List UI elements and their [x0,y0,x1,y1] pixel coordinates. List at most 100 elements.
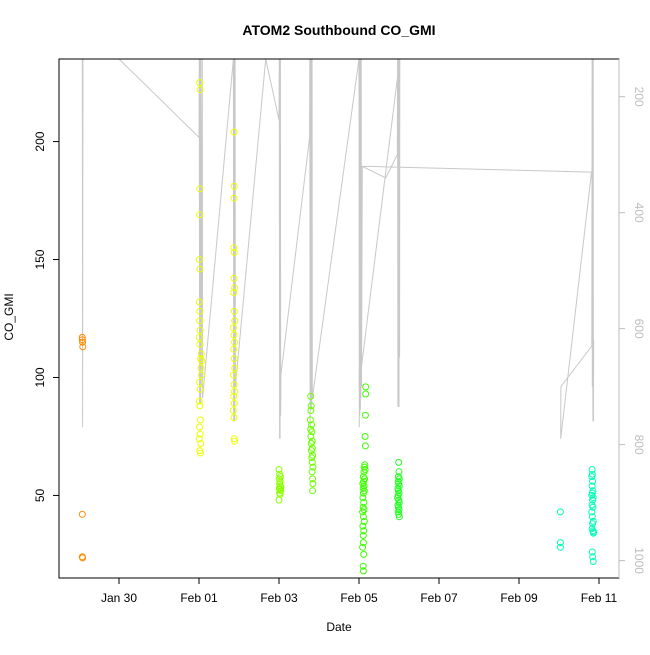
y2-tick-label: 400 [632,203,646,223]
y-tick-label: 100 [33,367,47,387]
data-point [78,510,86,518]
data-point [359,494,367,502]
x-axis-label: Date [326,620,352,634]
x-tick-label: Jan 30 [101,591,137,605]
data-point [308,454,316,462]
data-point [360,550,368,558]
data-point [359,562,367,570]
y2-axis: 200 400 600 800 1000 [618,59,646,578]
data-point [589,477,597,485]
data-point [231,437,239,445]
data-point [197,364,205,372]
data-point [196,86,204,94]
data-point [359,539,367,547]
data-point [588,513,596,521]
data-point [230,128,238,136]
data-point [196,79,204,87]
y-axis: 50 100 150 200 [33,131,59,502]
data-point [230,392,238,400]
x-tick-label: Feb 01 [180,591,218,605]
data-point [307,402,315,410]
data-point [230,435,238,443]
data-point [78,333,86,341]
data-point [229,371,237,379]
pressure-track [81,58,595,439]
data-point [360,527,368,535]
data-point [195,298,203,306]
data-point [196,317,204,325]
data-point [230,182,238,190]
data-point [230,289,238,296]
data-point [229,324,237,332]
data-point [275,466,283,473]
data-point [395,458,403,466]
data-point [196,402,204,410]
data-point [588,508,596,516]
data-point [230,414,238,422]
y-tick-label: 150 [33,249,47,269]
y2-tick-label: 800 [632,435,646,455]
y-tick-label: 50 [33,488,47,502]
data-point [556,543,564,551]
data-point [230,331,238,339]
data-point [362,383,370,391]
x-tick-label: Feb 09 [500,591,538,605]
y-axis-label: CO_GMI [2,293,16,340]
data-point [277,483,285,491]
data-point [195,435,203,443]
data-point [230,381,238,389]
data-point [309,475,317,483]
data-point [588,482,596,490]
data-point [309,463,317,471]
data-point [276,473,284,481]
data-point [588,466,596,473]
data-point [231,284,239,292]
data-point [79,343,87,351]
data-point [556,539,564,547]
data-point [308,468,316,476]
data-point [362,390,370,398]
y-tick-label: 200 [33,131,47,151]
data-points [78,79,598,575]
data-point [360,517,368,525]
data-point [589,520,597,528]
data-point [359,543,367,551]
data-point [195,256,203,263]
data-point [275,496,283,504]
data-point [359,522,367,530]
data-point [197,350,205,358]
data-point [359,508,367,516]
data-point [79,554,87,562]
pressure-line [81,58,595,439]
data-point [395,513,403,521]
data-point [361,433,369,440]
x-tick-label: Feb 11 [581,591,618,605]
data-point [588,548,596,556]
data-point [590,528,598,536]
data-point [361,411,369,419]
data-point [196,265,204,273]
data-point [196,307,204,315]
data-point [359,489,367,497]
data-point [196,385,204,393]
data-point [231,388,239,396]
data-point [307,433,315,440]
y2-tick-label: 1000 [632,547,646,574]
data-point [307,440,315,447]
data-point [360,499,368,506]
data-point [556,508,564,516]
data-point [78,336,86,344]
data-point [308,447,315,455]
data-point [230,248,238,256]
data-point [230,244,238,252]
data-point [359,567,367,575]
data-point [231,317,239,325]
data-point [196,340,204,348]
data-point [360,468,368,476]
data-point [308,421,315,429]
data-point [589,553,597,561]
data-point [198,371,205,379]
data-point [361,442,369,450]
data-point [307,392,315,400]
